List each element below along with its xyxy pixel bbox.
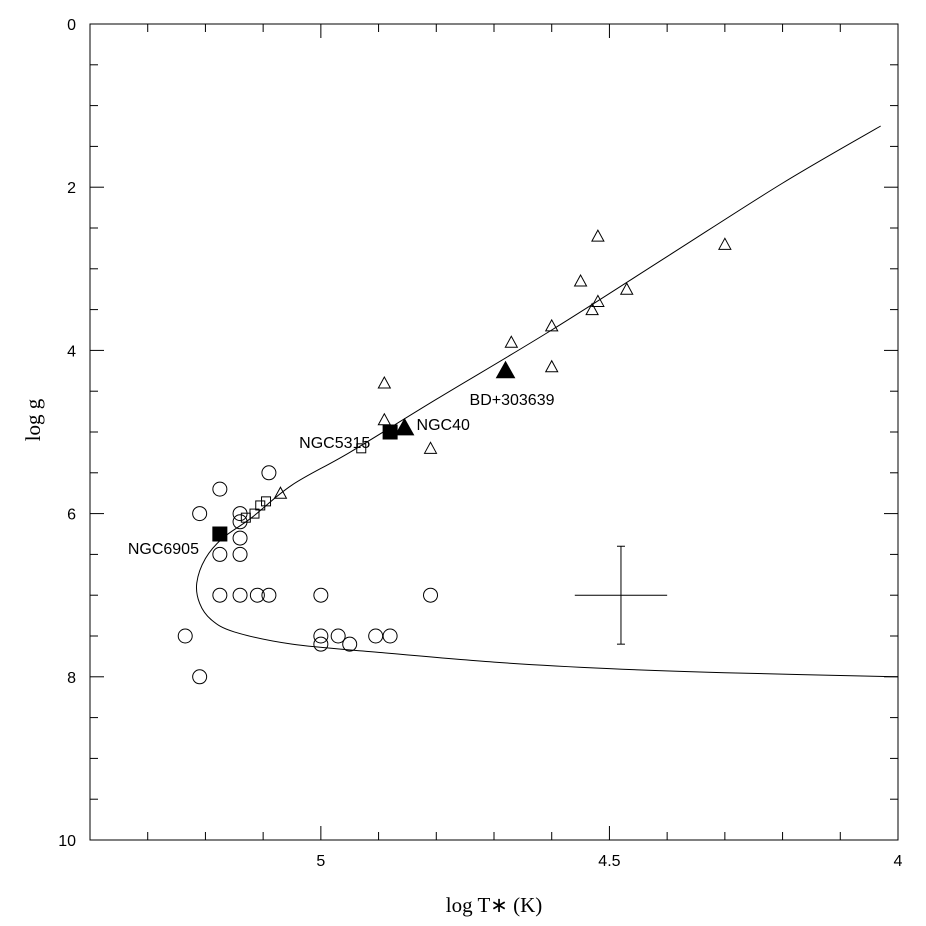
annotation-label: NGC6905 — [128, 541, 199, 558]
open-square-point — [261, 496, 272, 507]
open-square-point — [249, 508, 260, 519]
open-circle-point — [232, 530, 248, 546]
open-triangle-point — [377, 375, 392, 389]
open-triangle-point — [423, 441, 438, 454]
open-circle-point — [313, 587, 329, 603]
open-circle-point — [192, 669, 208, 685]
plot-frame — [89, 23, 899, 841]
evolutionary-track — [195, 125, 899, 678]
open-circle-point — [313, 628, 329, 644]
open-circle-point — [212, 587, 228, 603]
open-circle-point — [342, 636, 358, 652]
open-triangle-point — [377, 412, 392, 426]
annotation-label: BD+303639 — [470, 392, 555, 409]
open-circle-point — [249, 587, 265, 603]
axis-ticks — [89, 23, 899, 841]
open-circle-point — [212, 546, 228, 562]
open-circle-point — [313, 636, 329, 652]
x-tick-label: 4.5 — [598, 853, 620, 870]
y-tick-label: 10 — [58, 833, 76, 850]
annotation-label: NGC5315 — [299, 435, 370, 452]
open-triangle-point — [591, 229, 605, 242]
open-circle-point — [261, 465, 277, 481]
open-square-point — [356, 443, 367, 454]
open-circle-point — [261, 587, 277, 603]
filled-triangle-point — [394, 417, 415, 436]
open-triangle-point — [544, 318, 559, 332]
x-tick-label: 4 — [894, 853, 903, 870]
open-triangle-point — [273, 486, 288, 499]
open-triangle-point — [573, 273, 588, 287]
y-tick-label: 0 — [67, 17, 76, 34]
open-circle-point — [232, 587, 248, 603]
open-circle-point — [177, 628, 193, 644]
open-triangle-point — [619, 282, 634, 295]
open-circle-point — [330, 628, 346, 644]
annotation-label: NGC40 — [417, 417, 470, 434]
open-triangle-point — [718, 237, 732, 250]
open-triangle-point — [585, 302, 599, 316]
open-triangle-point — [591, 294, 605, 307]
open-circle-point — [368, 628, 384, 644]
filled-square-point — [382, 424, 398, 440]
open-triangle-point — [544, 359, 559, 373]
y-tick-label: 8 — [67, 670, 76, 687]
y-axis-title: log g — [21, 398, 45, 441]
open-circle-point — [423, 587, 439, 603]
filled-square-point — [212, 526, 228, 542]
tick-labels: 5 4.5 4 0 2 4 6 8 10 — [58, 17, 902, 870]
data-points — [177, 229, 732, 685]
x-axis-title: log T∗ (K) — [446, 893, 543, 917]
open-triangle-point — [504, 335, 519, 348]
open-circle-point — [192, 506, 208, 522]
open-circle-point — [212, 481, 228, 497]
open-circle-point — [382, 628, 398, 644]
error-bar — [574, 545, 668, 645]
y-tick-label: 2 — [67, 180, 76, 197]
y-tick-label: 4 — [67, 343, 76, 360]
filled-triangle-point — [495, 360, 516, 379]
y-tick-label: 6 — [67, 507, 76, 524]
open-circle-point — [232, 546, 248, 562]
x-tick-label: 5 — [316, 853, 325, 870]
